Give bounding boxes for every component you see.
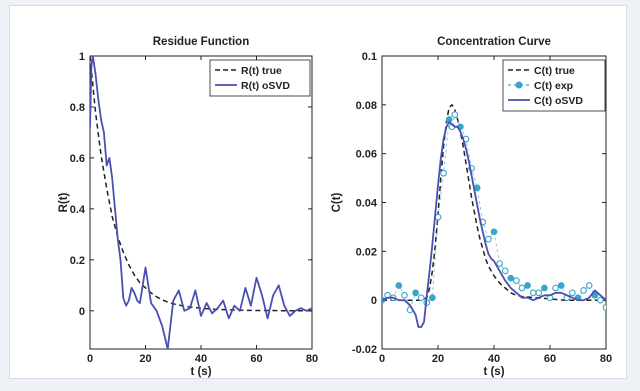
data-point-c-t-exp — [485, 235, 492, 243]
residue-x-tick-label: 0 — [87, 353, 93, 365]
data-point-c-t-exp — [597, 296, 604, 304]
data-point-c-t-exp — [501, 267, 509, 275]
residue-y-tick-label: 0 — [79, 306, 85, 318]
residue-x-tick-label: 20 — [139, 353, 151, 365]
legend-label-r-t-osvd: R(t) oSVD — [241, 80, 290, 92]
legend-label-c-t-true: C(t) true — [534, 65, 575, 77]
data-point-c-t-exp — [490, 228, 498, 236]
data-point-c-t-exp — [496, 260, 503, 267]
data-point-c-t-exp — [417, 294, 425, 302]
series-line-r-t-true — [90, 56, 312, 312]
residue-chart-title: Residue Function — [153, 36, 249, 48]
residue-x-tick-label: 80 — [306, 353, 318, 365]
residue-y-tick-label: 0.2 — [70, 255, 85, 267]
legend-marker-c-t-exp — [515, 81, 523, 89]
data-point-c-t-exp — [451, 111, 459, 118]
data-point-c-t-exp — [513, 277, 520, 284]
concentration-y-axis-label: C(t) — [331, 192, 343, 212]
concentration-y-tick-label: 0.1 — [362, 51, 377, 63]
residue-y-axis-label: R(t) — [58, 192, 70, 212]
data-point-c-t-exp — [429, 294, 436, 302]
data-point-c-t-exp — [569, 289, 576, 297]
data-point-c-t-exp — [440, 169, 447, 177]
residue-x-tick-label: 60 — [250, 353, 262, 365]
residue-x-tick-label: 40 — [195, 353, 207, 365]
concentration-chart-title: Concentration Curve — [437, 36, 551, 48]
data-point-c-t-exp — [535, 289, 543, 297]
concentration-x-tick-label: 80 — [600, 353, 612, 365]
concentration-y-tick-label: 0.04 — [356, 198, 378, 210]
data-point-c-t-exp — [541, 284, 548, 292]
data-point-c-t-exp — [473, 184, 481, 192]
residue-y-tick-label: 1 — [79, 51, 85, 63]
concentration-x-tick-label: 40 — [488, 353, 500, 365]
concentration-x-tick-label: 0 — [379, 353, 385, 365]
data-point-c-t-exp — [507, 274, 515, 282]
data-point-c-t-exp — [529, 289, 537, 297]
concentration-y-tick-label: 0.08 — [356, 100, 377, 112]
data-point-c-t-exp — [602, 304, 606, 311]
series-line-r-t-osvd — [90, 56, 312, 349]
data-point-c-t-exp — [552, 284, 559, 292]
residue-y-tick-label: 0.4 — [70, 204, 86, 216]
residue-axes-box — [89, 55, 313, 350]
concentration-x-tick-label: 60 — [544, 353, 556, 365]
residue-function-chart: Residue Function 0 20 40 60 80 0 0.2 0.4 0.6 0.8 1 t… — [58, 36, 318, 378]
concentration-y-tick-label: -0.02 — [352, 344, 377, 356]
concentration-x-axis-label: t (s) — [483, 366, 504, 378]
concentration-x-tick-label: 20 — [432, 353, 444, 365]
residue-legend — [209, 59, 311, 97]
data-point-c-t-exp — [557, 282, 565, 289]
data-point-c-t-exp — [401, 291, 408, 299]
legend-label-c-t-exp: C(t) exp — [534, 80, 573, 92]
data-point-c-t-exp — [412, 289, 419, 297]
legend-label-r-t-true: R(t) true — [241, 65, 282, 77]
figure-panel: Residue Function 0 20 40 60 80 0 0.2 0.4 0.6 0.8 1 t… — [10, 6, 626, 378]
data-point-c-t-exp — [524, 282, 531, 289]
series-line-c-t-true — [382, 104, 606, 301]
concentration-y-tick-label: 0 — [371, 295, 377, 307]
legend-label-c-t-osvd: C(t) oSVD — [534, 95, 583, 107]
concentration-y-tick-label: 0.02 — [356, 246, 377, 258]
data-point-c-t-exp — [518, 284, 526, 292]
data-point-c-t-exp — [395, 282, 403, 289]
concentration-y-tick-label: 0.06 — [356, 149, 377, 161]
series-line-c-t-osvd — [382, 121, 606, 328]
concentration-legend — [502, 59, 606, 112]
residue-y-tick-label: 0.8 — [70, 102, 85, 114]
residue-y-tick-label: 0.6 — [70, 153, 85, 165]
data-point-c-t-exp — [585, 282, 593, 289]
data-point-c-t-exp — [580, 287, 587, 294]
residue-x-axis-label: t (s) — [190, 366, 211, 378]
